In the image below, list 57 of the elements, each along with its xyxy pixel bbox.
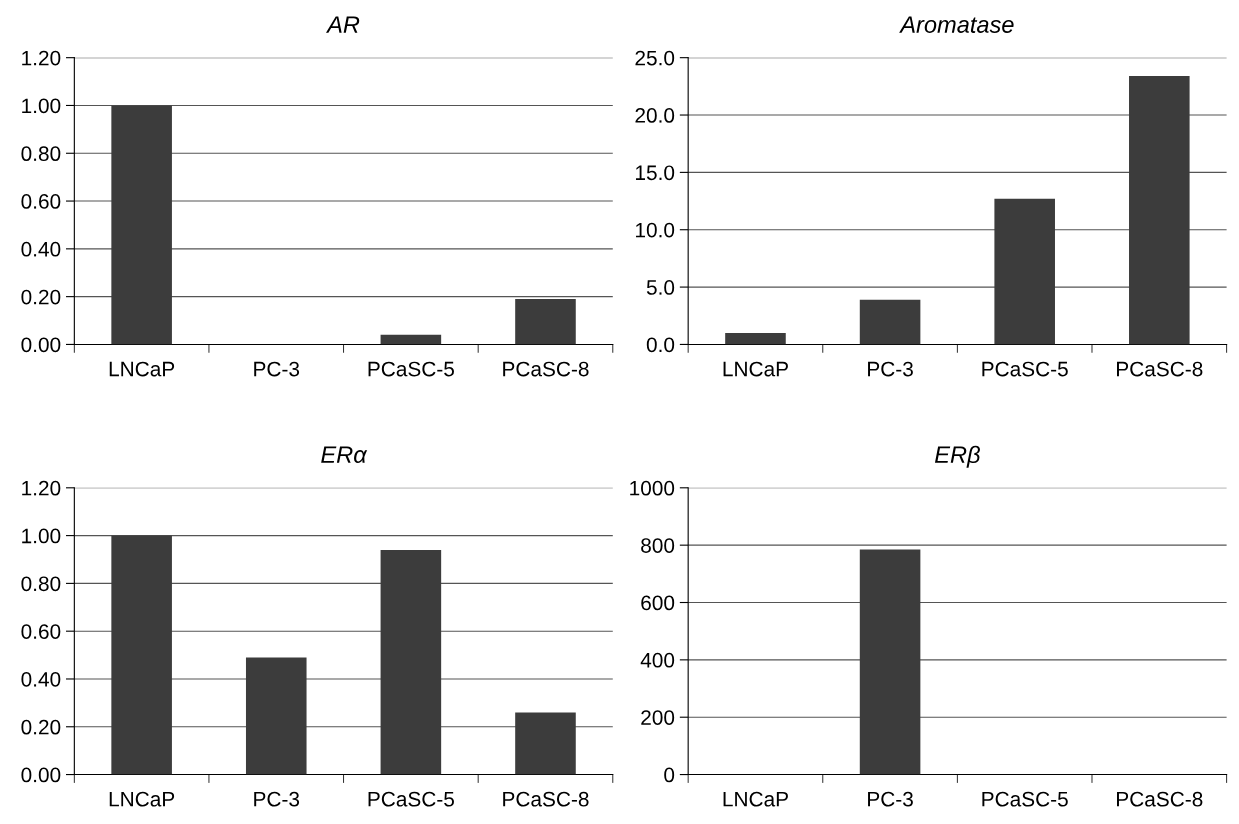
y-tick-label: 25.0 bbox=[635, 50, 675, 66]
x-tick-label: LNCaP bbox=[723, 361, 788, 377]
y-tick-label: 1.00 bbox=[22, 98, 61, 114]
y-tick-label: 0 bbox=[664, 767, 675, 783]
y-tick-label: 20.0 bbox=[635, 108, 675, 123]
bar bbox=[380, 549, 442, 775]
bar bbox=[859, 299, 921, 345]
y-tick-label: 600 bbox=[641, 595, 675, 611]
x-tick-label: PC-3 bbox=[868, 361, 913, 377]
y-tick-label: 400 bbox=[640, 652, 675, 668]
y-tick-label: 800 bbox=[641, 538, 675, 553]
y-tick-label: 0.60 bbox=[21, 194, 61, 209]
y-tick-label: 0.00 bbox=[21, 767, 61, 783]
chart-title: Aromatase bbox=[899, 16, 1014, 33]
y-tick-label: 0.80 bbox=[21, 146, 61, 162]
y-tick-label: 1.20 bbox=[22, 480, 61, 496]
bar bbox=[725, 332, 786, 345]
x-tick-label: PCaSC-5 bbox=[982, 791, 1068, 807]
bar bbox=[994, 198, 1055, 345]
x-tick-label: PCaSC-8 bbox=[503, 791, 589, 807]
y-tick-label: 0.60 bbox=[21, 624, 61, 639]
bar bbox=[380, 334, 442, 345]
y-tick-label: 0.20 bbox=[21, 289, 61, 305]
y-tick-label: 15.0 bbox=[636, 165, 675, 181]
x-tick-label: PCaSC-5 bbox=[368, 791, 454, 807]
y-tick-label: 1.00 bbox=[22, 528, 61, 544]
x-tick-label: LNCaP bbox=[723, 791, 788, 807]
x-tick-label: PC-3 bbox=[254, 791, 300, 807]
y-tick-label: 0.0 bbox=[646, 337, 675, 353]
x-tick-label: PC-3 bbox=[868, 791, 913, 807]
y-tick-label: 0.40 bbox=[21, 241, 61, 257]
x-tick-label: PCaSC-8 bbox=[1117, 361, 1203, 377]
y-tick-label: 0.40 bbox=[21, 671, 61, 687]
bar bbox=[111, 535, 172, 775]
y-tick-label: 0.00 bbox=[21, 337, 61, 353]
x-tick-label: PCaSC-8 bbox=[503, 361, 589, 377]
bar bbox=[1129, 76, 1190, 345]
x-tick-label: PC-3 bbox=[254, 361, 300, 377]
chart-title: ERβ bbox=[934, 445, 980, 468]
y-tick-label: 5.0 bbox=[646, 280, 675, 295]
x-tick-label: LNCaP bbox=[109, 791, 175, 807]
x-tick-label: PCaSC-5 bbox=[982, 361, 1068, 377]
chart-title: AR bbox=[326, 16, 360, 33]
chart-title: ERα bbox=[321, 446, 368, 464]
y-tick-label: 0.20 bbox=[21, 719, 61, 735]
y-tick-label: 1.20 bbox=[22, 50, 61, 66]
bar bbox=[515, 299, 576, 345]
y-tick-label: 10.0 bbox=[636, 222, 675, 238]
bar bbox=[515, 712, 576, 775]
x-tick-label: PCaSC-8 bbox=[1117, 791, 1203, 807]
y-tick-label: 200 bbox=[641, 710, 675, 725]
bar bbox=[245, 657, 307, 775]
x-tick-label: LNCaP bbox=[109, 361, 175, 377]
bar bbox=[111, 105, 172, 345]
y-tick-label: 1000 bbox=[630, 480, 675, 496]
y-tick-label: 0.80 bbox=[21, 576, 61, 592]
x-tick-label: PCaSC-5 bbox=[368, 361, 454, 377]
